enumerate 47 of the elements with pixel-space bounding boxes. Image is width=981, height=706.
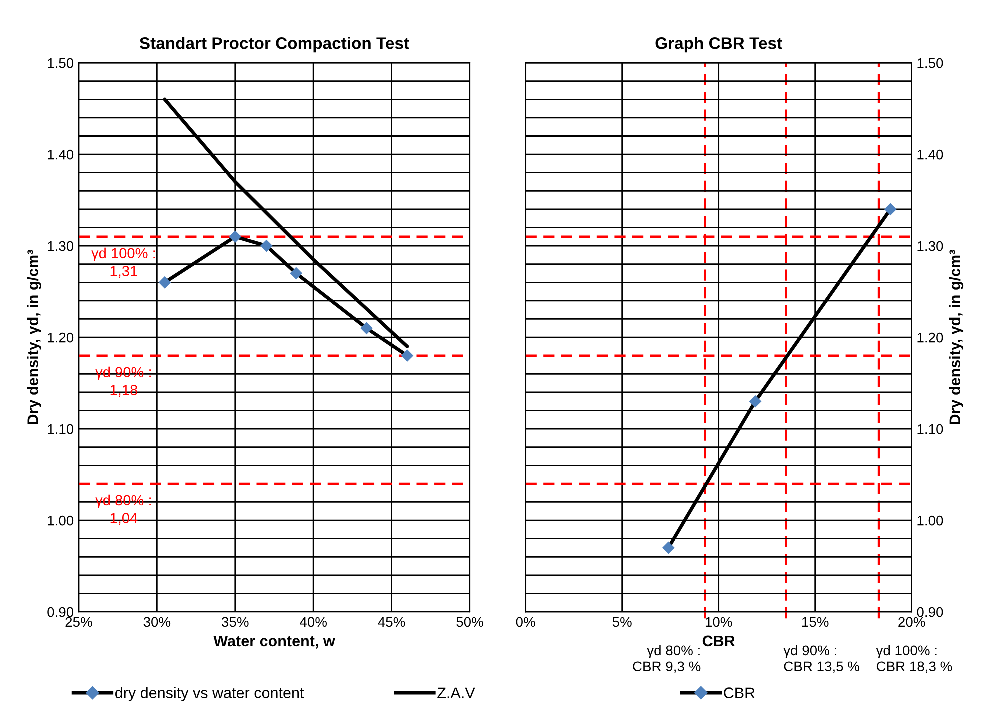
- y2-tick-label: 1.50: [918, 58, 944, 68]
- x-tick-label: 0%: [516, 617, 536, 628]
- point: [401, 350, 414, 362]
- point: [260, 240, 273, 252]
- y2-axis-title: Dry density, γd, in g/cm³: [949, 250, 964, 424]
- y2-tick-label: 0.90: [917, 607, 944, 618]
- legend-label: CBR: [724, 688, 755, 698]
- y2-tick-label: 1.40: [918, 150, 944, 160]
- x-tick-label: 20%: [898, 617, 926, 628]
- ref-line-label: γd 100% : CBR 18,3 %: [876, 645, 952, 674]
- x-tick-label: 40%: [300, 617, 327, 628]
- y-tick-label: 1.10: [48, 424, 74, 434]
- chart-title: Graph CBR Test: [656, 37, 782, 53]
- ref-line-label: γd 90% : CBR 13,5 %: [784, 645, 860, 674]
- x-tick-label: 10%: [706, 617, 732, 628]
- x-tick-label: 15%: [802, 617, 829, 628]
- x-axis-title: Water content, w: [214, 636, 336, 649]
- chart-title: Standart Proctor Compaction Test: [140, 37, 410, 53]
- x-tick-label: 25%: [66, 617, 92, 628]
- y-tick-label: 1.30: [48, 241, 74, 252]
- x-tick-label: 45%: [378, 617, 406, 628]
- point: [229, 230, 242, 244]
- point: [360, 322, 373, 335]
- y2-tick-label: 1.10: [918, 424, 944, 434]
- y2-tick-label: 1.00: [918, 516, 944, 526]
- x-tick-label: 30%: [144, 617, 171, 628]
- x-tick-label: 5%: [612, 617, 632, 628]
- legend-label: dry density vs water content: [116, 687, 304, 702]
- y-tick-label: 1.20: [48, 332, 74, 343]
- x-axis-title: CBR: [702, 636, 736, 647]
- point: [749, 395, 762, 408]
- y-tick-label: 1.00: [48, 516, 74, 526]
- y-tick-label: 1.40: [48, 150, 74, 160]
- ref-line-label: γd 100% : 1,31: [92, 248, 156, 278]
- point: [884, 203, 897, 216]
- legend-label: Z.A.V: [438, 688, 476, 698]
- y-axis-title: Dry density, γd, in g/cm³: [27, 250, 42, 424]
- ref-line-label: γd 80% : CBR 9,3 %: [633, 645, 701, 674]
- x-tick-label: 50%: [456, 617, 484, 628]
- y2-tick-label: 1.30: [918, 241, 944, 252]
- x-tick-label: 35%: [222, 617, 249, 628]
- point: [158, 276, 172, 289]
- y-tick-label: 0.90: [48, 607, 74, 618]
- point: [662, 542, 675, 554]
- point: [290, 267, 303, 280]
- y-tick-label: 1.50: [48, 58, 74, 68]
- y2-tick-label: 1.20: [918, 332, 944, 343]
